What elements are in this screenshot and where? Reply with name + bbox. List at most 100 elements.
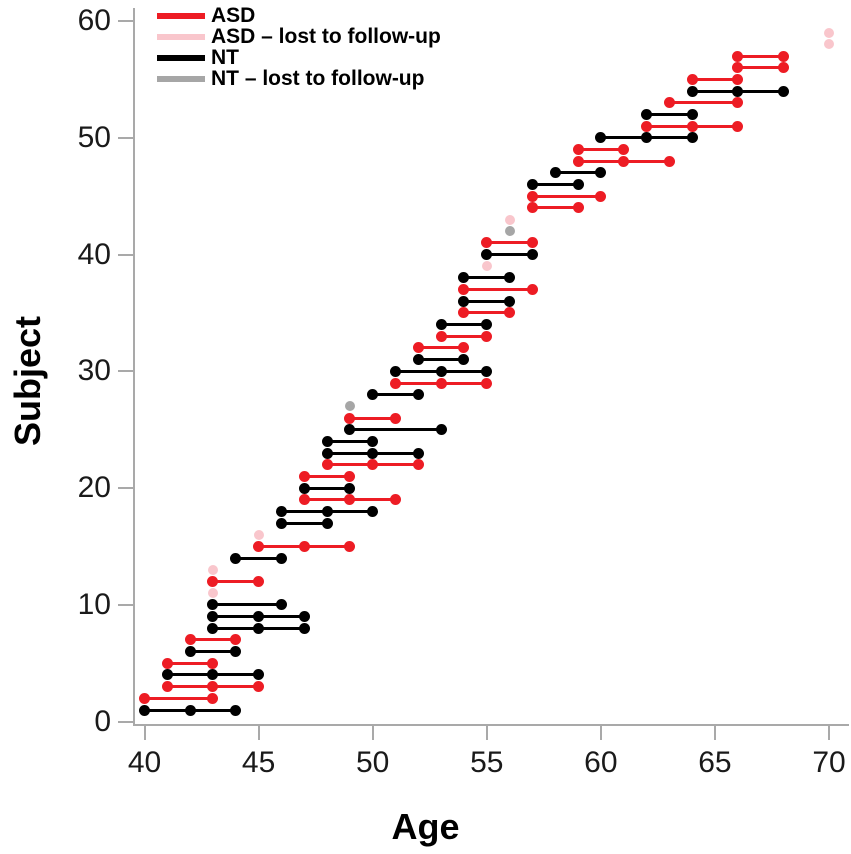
y-axis-line: [133, 8, 135, 724]
data-point: [481, 261, 492, 272]
data-point: [298, 470, 310, 482]
interval-line: [167, 661, 213, 665]
y-tick-label: 0: [94, 704, 111, 738]
interval-line: [418, 346, 464, 350]
data-point: [207, 681, 219, 693]
y-tick-label: 60: [77, 4, 111, 37]
data-point: [526, 284, 538, 296]
data-point: [526, 237, 538, 249]
data-point: [298, 611, 310, 623]
data-point: [732, 62, 744, 74]
data-point: [618, 143, 630, 155]
interval-line: [441, 323, 487, 327]
data-point: [207, 692, 219, 704]
data-point: [549, 167, 561, 179]
y-tick-label: 30: [77, 354, 111, 388]
data-point: [321, 447, 333, 459]
y-tick-mark: [118, 720, 133, 723]
data-point: [640, 108, 652, 120]
interval-line: [327, 439, 373, 443]
data-point: [686, 73, 698, 85]
data-point: [298, 482, 310, 494]
interval-line: [372, 393, 419, 397]
data-point: [412, 459, 424, 471]
data-point: [275, 505, 287, 517]
interval-line: [669, 101, 738, 105]
data-point: [253, 576, 265, 588]
data-point: [663, 97, 675, 109]
interval-line: [486, 253, 533, 257]
data-point: [618, 155, 630, 167]
interval-line: [212, 580, 259, 584]
data-point: [367, 459, 379, 471]
data-point: [526, 190, 538, 202]
data-point: [253, 669, 265, 681]
data-point: [504, 295, 516, 307]
interval-line: [190, 638, 236, 642]
y-tick-mark: [118, 487, 133, 490]
x-tick-mark: [828, 724, 830, 740]
interval-line: [235, 556, 282, 560]
data-point: [207, 669, 219, 681]
legend-label: ASD: [211, 4, 256, 27]
interval-line: [144, 696, 213, 700]
data-point: [321, 459, 333, 471]
legend-item: ASD: [157, 5, 441, 26]
y-tick-mark: [118, 136, 133, 139]
interval-line: [304, 486, 350, 490]
interval-line: [578, 147, 624, 151]
data-point: [344, 401, 355, 412]
data-point: [161, 657, 173, 669]
data-point: [824, 39, 834, 50]
x-tick-label: 40: [127, 746, 162, 779]
data-point: [253, 681, 265, 693]
data-point: [595, 167, 607, 179]
data-point: [481, 319, 493, 331]
y-tick-mark: [118, 603, 133, 606]
data-point: [184, 704, 196, 716]
data-point: [504, 214, 515, 225]
data-point: [161, 669, 173, 681]
data-point: [298, 622, 310, 634]
data-point: [412, 342, 424, 354]
data-point: [298, 494, 310, 506]
interval-line: [441, 334, 487, 338]
data-point: [777, 62, 789, 74]
interval-line: [463, 288, 533, 292]
interval-line: [737, 54, 784, 58]
x-tick-mark: [599, 724, 602, 740]
data-point: [732, 120, 744, 132]
data-point: [298, 541, 310, 553]
x-tick-mark: [371, 724, 374, 740]
interval-line: [212, 603, 282, 607]
data-point: [435, 330, 447, 342]
data-point: [344, 412, 356, 424]
data-point: [184, 634, 196, 646]
data-point: [824, 27, 834, 38]
data-point: [275, 599, 287, 611]
data-point: [253, 541, 265, 553]
data-point: [526, 249, 538, 261]
data-point: [207, 622, 219, 634]
data-point: [504, 307, 516, 319]
data-point: [253, 529, 264, 540]
data-point: [458, 272, 470, 284]
interval-line: [692, 77, 738, 81]
data-point: [161, 681, 173, 693]
data-point: [526, 202, 538, 214]
data-point: [640, 120, 652, 132]
data-point: [481, 365, 493, 377]
data-point: [207, 564, 218, 575]
x-tick-label: 70: [812, 746, 846, 779]
interval-line: [349, 428, 442, 432]
interval-line: [646, 112, 693, 116]
data-point: [686, 85, 698, 97]
data-point: [275, 552, 287, 564]
interval-line: [532, 182, 578, 186]
data-point: [572, 202, 584, 214]
data-point: [504, 272, 516, 284]
data-point: [481, 377, 493, 389]
interval-line: [281, 521, 328, 525]
data-point: [686, 108, 698, 120]
data-point: [481, 249, 493, 261]
